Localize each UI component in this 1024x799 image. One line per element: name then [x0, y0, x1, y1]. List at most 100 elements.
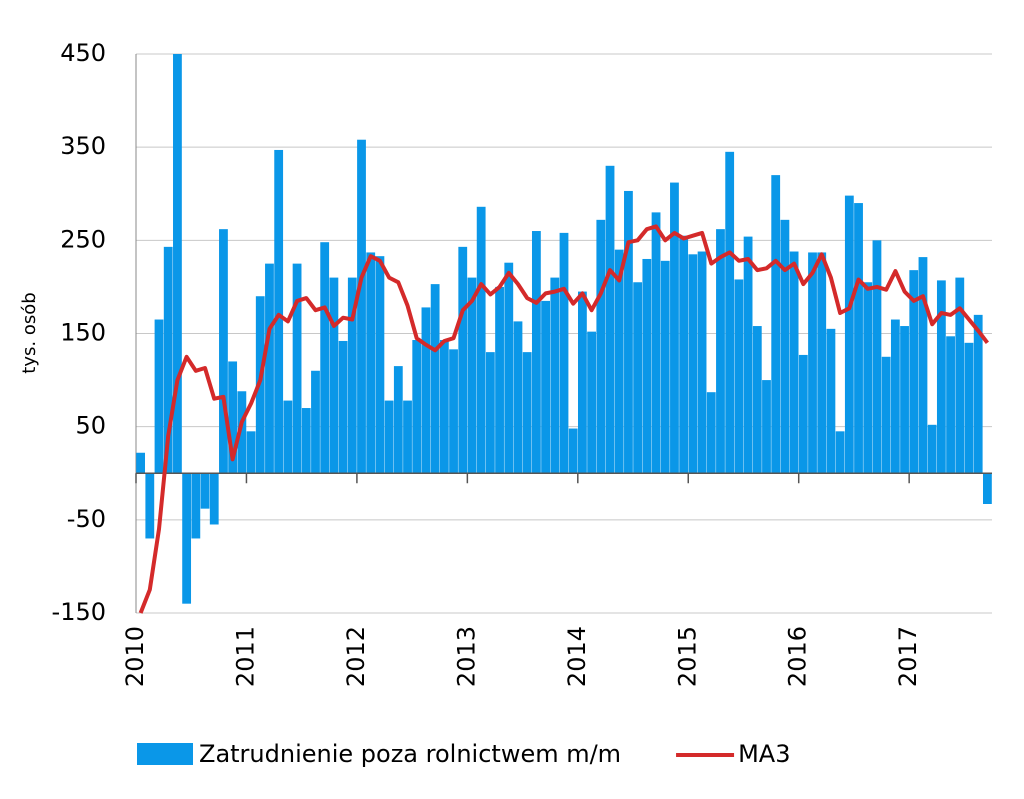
bar	[476, 206, 486, 474]
bar	[752, 326, 762, 474]
bar	[835, 431, 845, 474]
bar	[301, 408, 311, 474]
bar	[946, 336, 955, 474]
bar	[688, 254, 698, 474]
y-tick-label: 250	[60, 225, 106, 253]
bar	[826, 328, 836, 474]
bar	[237, 391, 247, 474]
bar	[458, 246, 468, 474]
bar	[670, 182, 679, 474]
x-tick-label: 2014	[563, 626, 591, 687]
bar	[596, 219, 606, 474]
bar	[734, 279, 744, 474]
bar	[467, 277, 477, 474]
bar	[872, 240, 882, 474]
bar	[881, 356, 891, 474]
bar	[145, 473, 155, 539]
bar	[706, 392, 716, 474]
bar	[918, 257, 928, 474]
legend-label: Zatrudnienie poza rolnictwem m/m	[199, 740, 621, 768]
bar	[357, 139, 366, 474]
x-tick-label: 2010	[121, 626, 149, 687]
bar	[909, 270, 919, 474]
bar	[384, 400, 394, 474]
bar	[660, 260, 670, 474]
bar	[163, 246, 173, 474]
y-tick-label: -150	[52, 598, 106, 626]
bar	[173, 54, 182, 474]
bar	[854, 203, 863, 474]
bar	[320, 242, 330, 474]
bar	[366, 252, 376, 474]
bar	[605, 165, 615, 474]
bar	[964, 342, 974, 474]
bar	[936, 280, 946, 474]
bar	[900, 326, 909, 474]
y-tick-label: 150	[60, 319, 106, 347]
bar	[651, 212, 661, 474]
bar	[338, 340, 348, 474]
bar	[955, 277, 965, 474]
bar	[780, 219, 790, 474]
bar	[439, 340, 449, 474]
bar	[808, 252, 817, 474]
y-tick-label: 350	[60, 132, 106, 160]
bar	[311, 370, 320, 474]
bar	[679, 235, 689, 474]
bar	[513, 321, 523, 474]
bar	[697, 251, 707, 474]
x-tick-label: 2012	[342, 626, 370, 687]
x-tick-label: 2016	[784, 626, 812, 687]
bar	[890, 319, 900, 474]
bar	[531, 231, 541, 474]
bar	[191, 473, 201, 539]
bar	[578, 291, 587, 474]
bar	[274, 149, 284, 474]
bar	[762, 380, 771, 474]
bar	[449, 349, 458, 474]
bar	[568, 428, 578, 474]
bar	[292, 263, 302, 474]
bar	[789, 251, 799, 474]
legend-swatch	[137, 743, 193, 765]
bar	[798, 354, 808, 474]
legend-label: MA3	[738, 740, 790, 768]
bar	[412, 340, 422, 474]
bar	[219, 229, 228, 474]
bar	[743, 236, 753, 474]
bar	[927, 424, 937, 474]
bar	[614, 249, 624, 474]
x-tick-label: 2013	[452, 626, 480, 687]
bar	[421, 307, 431, 474]
bar	[522, 352, 532, 474]
bar	[716, 229, 725, 474]
bar	[550, 277, 560, 474]
bar	[863, 282, 873, 474]
x-tick-label: 2011	[231, 626, 259, 687]
bar	[504, 262, 514, 474]
bar	[329, 277, 339, 474]
bar	[393, 366, 403, 474]
bar	[246, 431, 256, 474]
bar	[725, 151, 735, 474]
y-tick-label: 50	[75, 412, 106, 440]
y-tick-label: -50	[67, 505, 106, 533]
bar	[844, 195, 854, 474]
y-tick-label: 450	[60, 39, 106, 67]
bar	[182, 473, 192, 604]
bar	[633, 282, 643, 474]
bar	[154, 319, 164, 474]
bar	[495, 286, 504, 474]
bar	[375, 256, 385, 474]
y-axis-label: tys. osób	[19, 292, 40, 373]
bar	[403, 400, 412, 474]
line	[138, 224, 989, 614]
bar	[265, 263, 274, 474]
bar	[624, 190, 633, 474]
bar	[430, 284, 440, 474]
x-tick-label: 2017	[894, 626, 922, 687]
bar	[559, 232, 569, 474]
bar	[200, 473, 210, 509]
bar	[771, 175, 781, 474]
